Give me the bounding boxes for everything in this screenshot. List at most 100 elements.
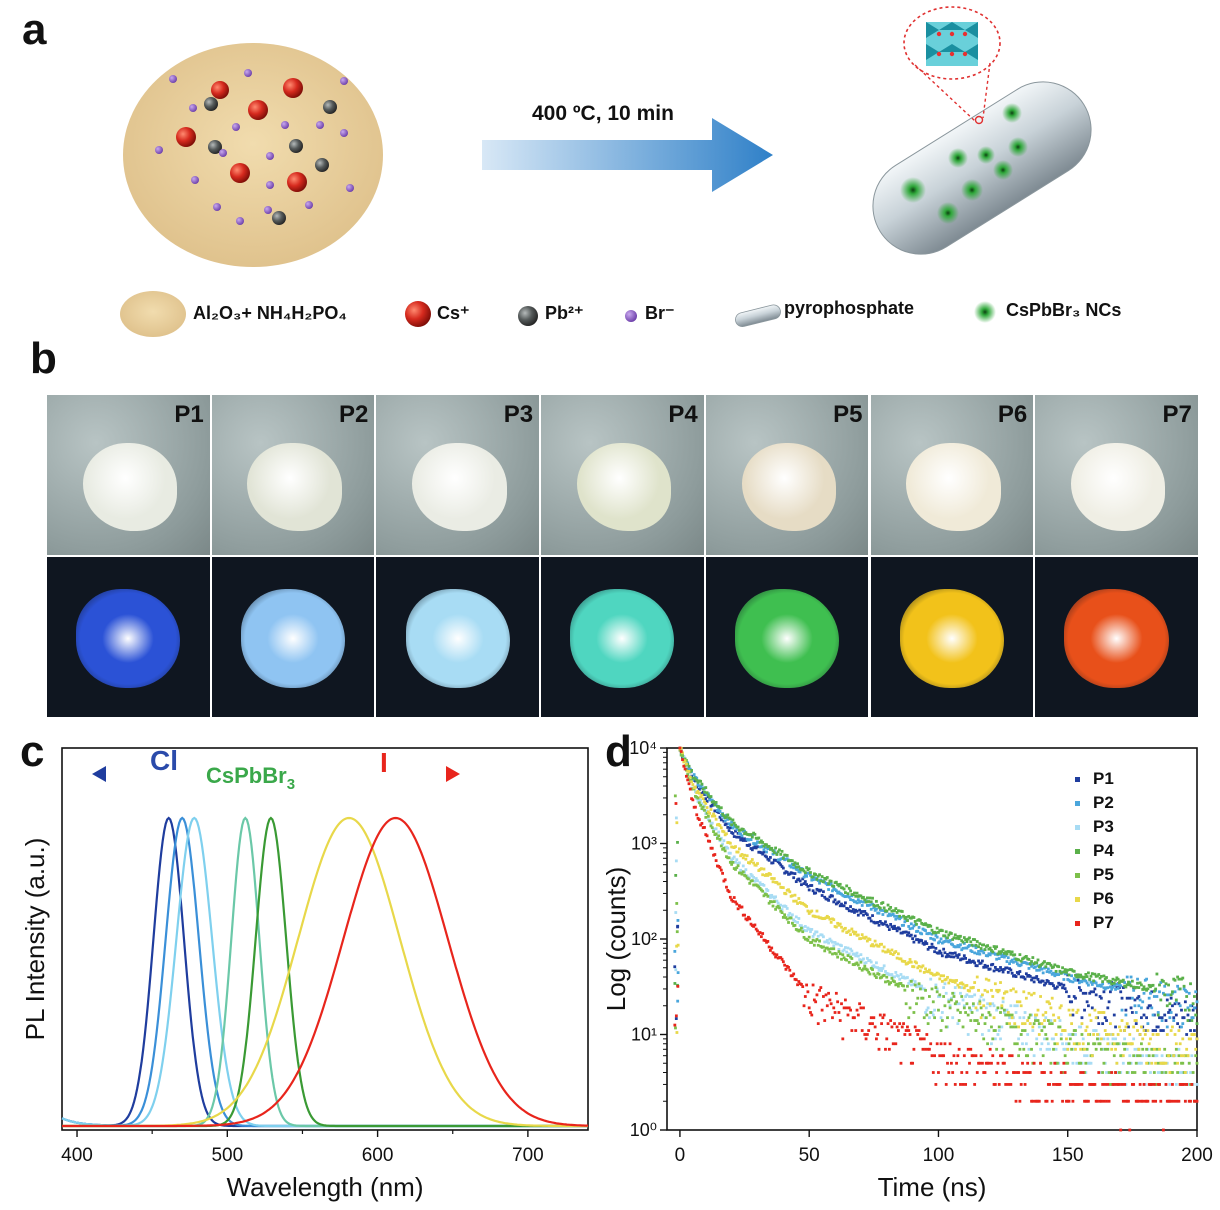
decay-point xyxy=(1005,990,1009,994)
decay-point xyxy=(845,958,849,962)
decay-point xyxy=(969,1008,973,1012)
cspbbr3-annotation: CsPbBr3 xyxy=(206,763,295,793)
decay-point xyxy=(1165,1025,1169,1029)
decay-point xyxy=(908,1033,912,1036)
decay-point xyxy=(700,822,704,825)
decay-point xyxy=(884,980,887,984)
decay-point xyxy=(829,947,833,951)
decay-point xyxy=(860,1029,864,1032)
panel-letter-a: a xyxy=(22,5,47,54)
decay-point xyxy=(695,779,699,782)
decay-point xyxy=(731,818,735,822)
decay-point xyxy=(699,795,703,799)
decay-point xyxy=(991,1054,995,1058)
decay-point xyxy=(872,944,876,948)
decay-point xyxy=(723,849,727,853)
decay-point xyxy=(841,953,845,957)
decay-point xyxy=(933,1008,936,1012)
decay-point xyxy=(1008,1022,1011,1026)
decay-point xyxy=(1195,1037,1199,1041)
decay-point xyxy=(956,983,960,987)
decay-point xyxy=(1118,1071,1121,1074)
decay-point xyxy=(766,894,770,898)
decay-point xyxy=(748,861,752,865)
decay-point xyxy=(1084,1061,1088,1065)
decay-point xyxy=(856,963,860,967)
decay-point xyxy=(960,939,964,943)
decay-point xyxy=(856,1013,860,1017)
decay-point xyxy=(1142,1083,1146,1086)
decay-point xyxy=(974,1006,978,1010)
decay-point xyxy=(859,1006,863,1010)
decay-point xyxy=(756,845,759,849)
decay-point xyxy=(827,882,830,886)
decay-point xyxy=(1141,1054,1145,1058)
legend-pyro-label: pyrophosphate xyxy=(784,298,915,318)
decay-point xyxy=(1143,1033,1147,1036)
decay-point xyxy=(1000,1054,1004,1058)
decay-point xyxy=(730,820,734,824)
decay-point xyxy=(1145,977,1148,981)
decay-point xyxy=(674,802,678,805)
decay-point xyxy=(1177,1047,1181,1051)
decay-point xyxy=(714,827,718,831)
decay-point xyxy=(872,906,876,909)
decay-point xyxy=(937,1008,940,1012)
decay-point xyxy=(1019,1033,1023,1036)
decay-point xyxy=(1022,1047,1026,1051)
legend-matrix-label: Al₂O₃+ NH₄H₂PO₄ xyxy=(193,303,347,323)
decay-point xyxy=(708,819,712,823)
decay-point xyxy=(1138,1033,1142,1036)
decay-point xyxy=(915,985,918,989)
decay-point xyxy=(1181,1061,1185,1065)
decay-point xyxy=(1017,1025,1021,1029)
decay-point xyxy=(863,1033,867,1036)
decay-point xyxy=(756,862,759,865)
panel-letter-b: b xyxy=(30,334,57,383)
decay-point xyxy=(849,905,852,908)
decay-point xyxy=(920,932,924,936)
daylight-photo-p7: P7 xyxy=(1035,395,1198,555)
decay-point xyxy=(939,1029,943,1032)
decay-point xyxy=(1102,974,1106,978)
decay-point xyxy=(803,995,807,998)
decay-point xyxy=(794,899,798,903)
decay-point xyxy=(1178,987,1182,991)
decay-point xyxy=(873,974,877,978)
decay-point xyxy=(1066,1061,1070,1065)
decay-point xyxy=(885,1037,889,1041)
decay-point xyxy=(1133,1004,1137,1008)
decay-point xyxy=(1108,985,1112,989)
decay-point xyxy=(1043,1019,1046,1022)
decay-point xyxy=(1141,1099,1145,1103)
decay-point xyxy=(913,1025,917,1029)
decay-point xyxy=(1094,1029,1098,1032)
decay-point xyxy=(1092,1033,1095,1036)
decay-point xyxy=(929,1011,933,1014)
decay-point xyxy=(754,863,758,867)
decay-point xyxy=(1145,1047,1148,1051)
decay-point xyxy=(762,883,766,887)
decay-point xyxy=(732,835,736,838)
decay-point xyxy=(794,865,798,869)
decay-point xyxy=(891,912,895,916)
decay-point xyxy=(1094,981,1098,985)
decay-point xyxy=(834,952,838,956)
decay-point xyxy=(850,909,854,913)
decay-point xyxy=(928,968,931,972)
decay-point xyxy=(682,764,686,768)
decay-point xyxy=(1044,1033,1048,1036)
decay-point xyxy=(745,918,749,922)
decay-point xyxy=(798,928,802,932)
decay-point xyxy=(744,831,748,834)
decay-point xyxy=(1059,1071,1063,1074)
decay-point xyxy=(725,832,728,836)
decay-point xyxy=(1065,1037,1068,1041)
decay-point xyxy=(1121,1061,1125,1065)
decay-point xyxy=(767,901,771,905)
decay-point xyxy=(775,881,779,884)
decay-point xyxy=(1102,990,1106,994)
decay-point xyxy=(946,936,949,940)
decay-point xyxy=(721,871,724,875)
decay-point xyxy=(806,939,810,942)
